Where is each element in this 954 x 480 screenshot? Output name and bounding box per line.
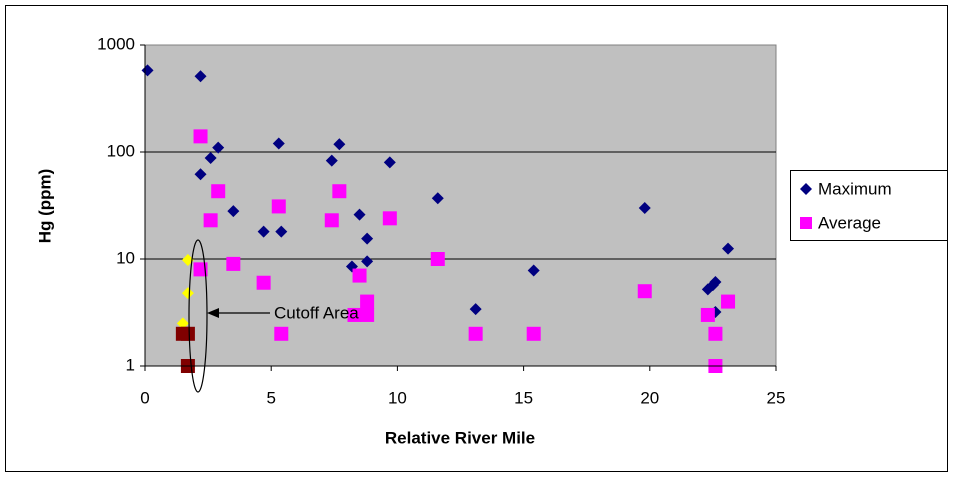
legend-label: Average: [818, 213, 881, 232]
arrow-head: [207, 308, 219, 318]
point: [431, 192, 444, 205]
point: [181, 253, 194, 266]
point: [352, 268, 367, 283]
point: [430, 252, 445, 266]
point: [361, 232, 374, 245]
point: [722, 242, 735, 255]
point: [211, 184, 226, 199]
plot-area: [144, 44, 777, 367]
point: [469, 303, 482, 316]
point: [333, 138, 346, 151]
point: [325, 154, 338, 167]
point: [360, 294, 375, 309]
point: [271, 199, 286, 214]
y-tick-label: 1000: [97, 34, 135, 53]
point: [193, 262, 208, 277]
point: [275, 225, 288, 238]
point: [194, 70, 207, 83]
point: [181, 287, 194, 300]
cutoff-ellipse: [188, 239, 208, 393]
point: [227, 205, 240, 218]
x-tick-label: 25: [767, 388, 786, 407]
grid: [145, 151, 776, 260]
point: [361, 255, 374, 268]
point: [324, 213, 339, 228]
point: [274, 326, 289, 341]
x-tick-label: 15: [514, 388, 533, 407]
point: [638, 201, 651, 214]
legend-label: Maximum: [818, 179, 892, 198]
point: [709, 275, 722, 288]
legend: [790, 170, 948, 241]
point: [382, 211, 397, 226]
point: [257, 225, 270, 238]
legend-marker: [800, 183, 812, 195]
y-tick-label: 10: [116, 248, 135, 267]
point: [527, 264, 540, 277]
point: [332, 184, 347, 199]
x-tick-label: 20: [640, 388, 659, 407]
legend-marker: [800, 217, 812, 229]
point: [256, 275, 271, 290]
point: [721, 294, 736, 309]
y-tick-label: 1: [126, 355, 135, 374]
point: [194, 168, 207, 181]
x-axis-title: Relative River Mile: [385, 428, 535, 447]
point: [353, 208, 366, 221]
point: [203, 213, 218, 228]
legend-items: Maximum Average: [800, 179, 892, 232]
point: [700, 307, 715, 322]
point: [272, 137, 285, 150]
point: [637, 284, 652, 299]
point: [212, 141, 225, 154]
point: [193, 129, 208, 144]
x-tick-label: 10: [388, 388, 407, 407]
point: [226, 256, 241, 271]
y-axis-title: Hg (ppm): [35, 169, 54, 244]
point: [347, 307, 362, 322]
point: [360, 307, 375, 322]
point: [468, 326, 483, 341]
x-tick-label: 5: [266, 388, 275, 407]
point: [176, 317, 189, 330]
point: [204, 151, 217, 164]
y-tick-label: 100: [107, 141, 135, 160]
point: [383, 156, 396, 169]
annotation: Cutoff Area: [274, 303, 359, 322]
point: [708, 326, 723, 341]
x-tick-label: 0: [140, 388, 149, 407]
point: [180, 326, 195, 341]
point: [526, 326, 541, 341]
